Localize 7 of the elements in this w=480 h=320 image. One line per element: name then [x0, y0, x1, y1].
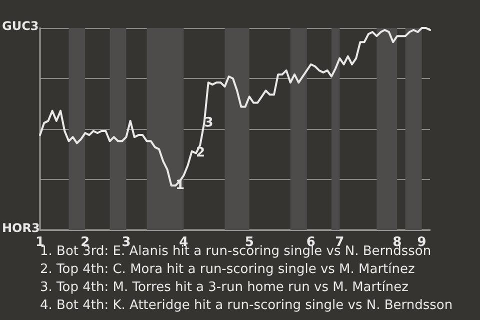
text: 3. Top 4th: M. Torres hit a 3-run home run vs M. Martínez — [40, 280, 409, 295]
x-tick-label: 3 — [122, 235, 131, 250]
text: HOR3 — [2, 221, 40, 235]
text: 2. Top 4th: C. Mora hit a run-scoring single vs M. Martínez — [40, 262, 415, 277]
annotation: 3 — [204, 115, 214, 130]
text: 4. Bot 4th: K. Atteridge hit a run-scoring single vs N. Berndsson — [40, 298, 453, 313]
text: GUC3 — [2, 19, 39, 33]
